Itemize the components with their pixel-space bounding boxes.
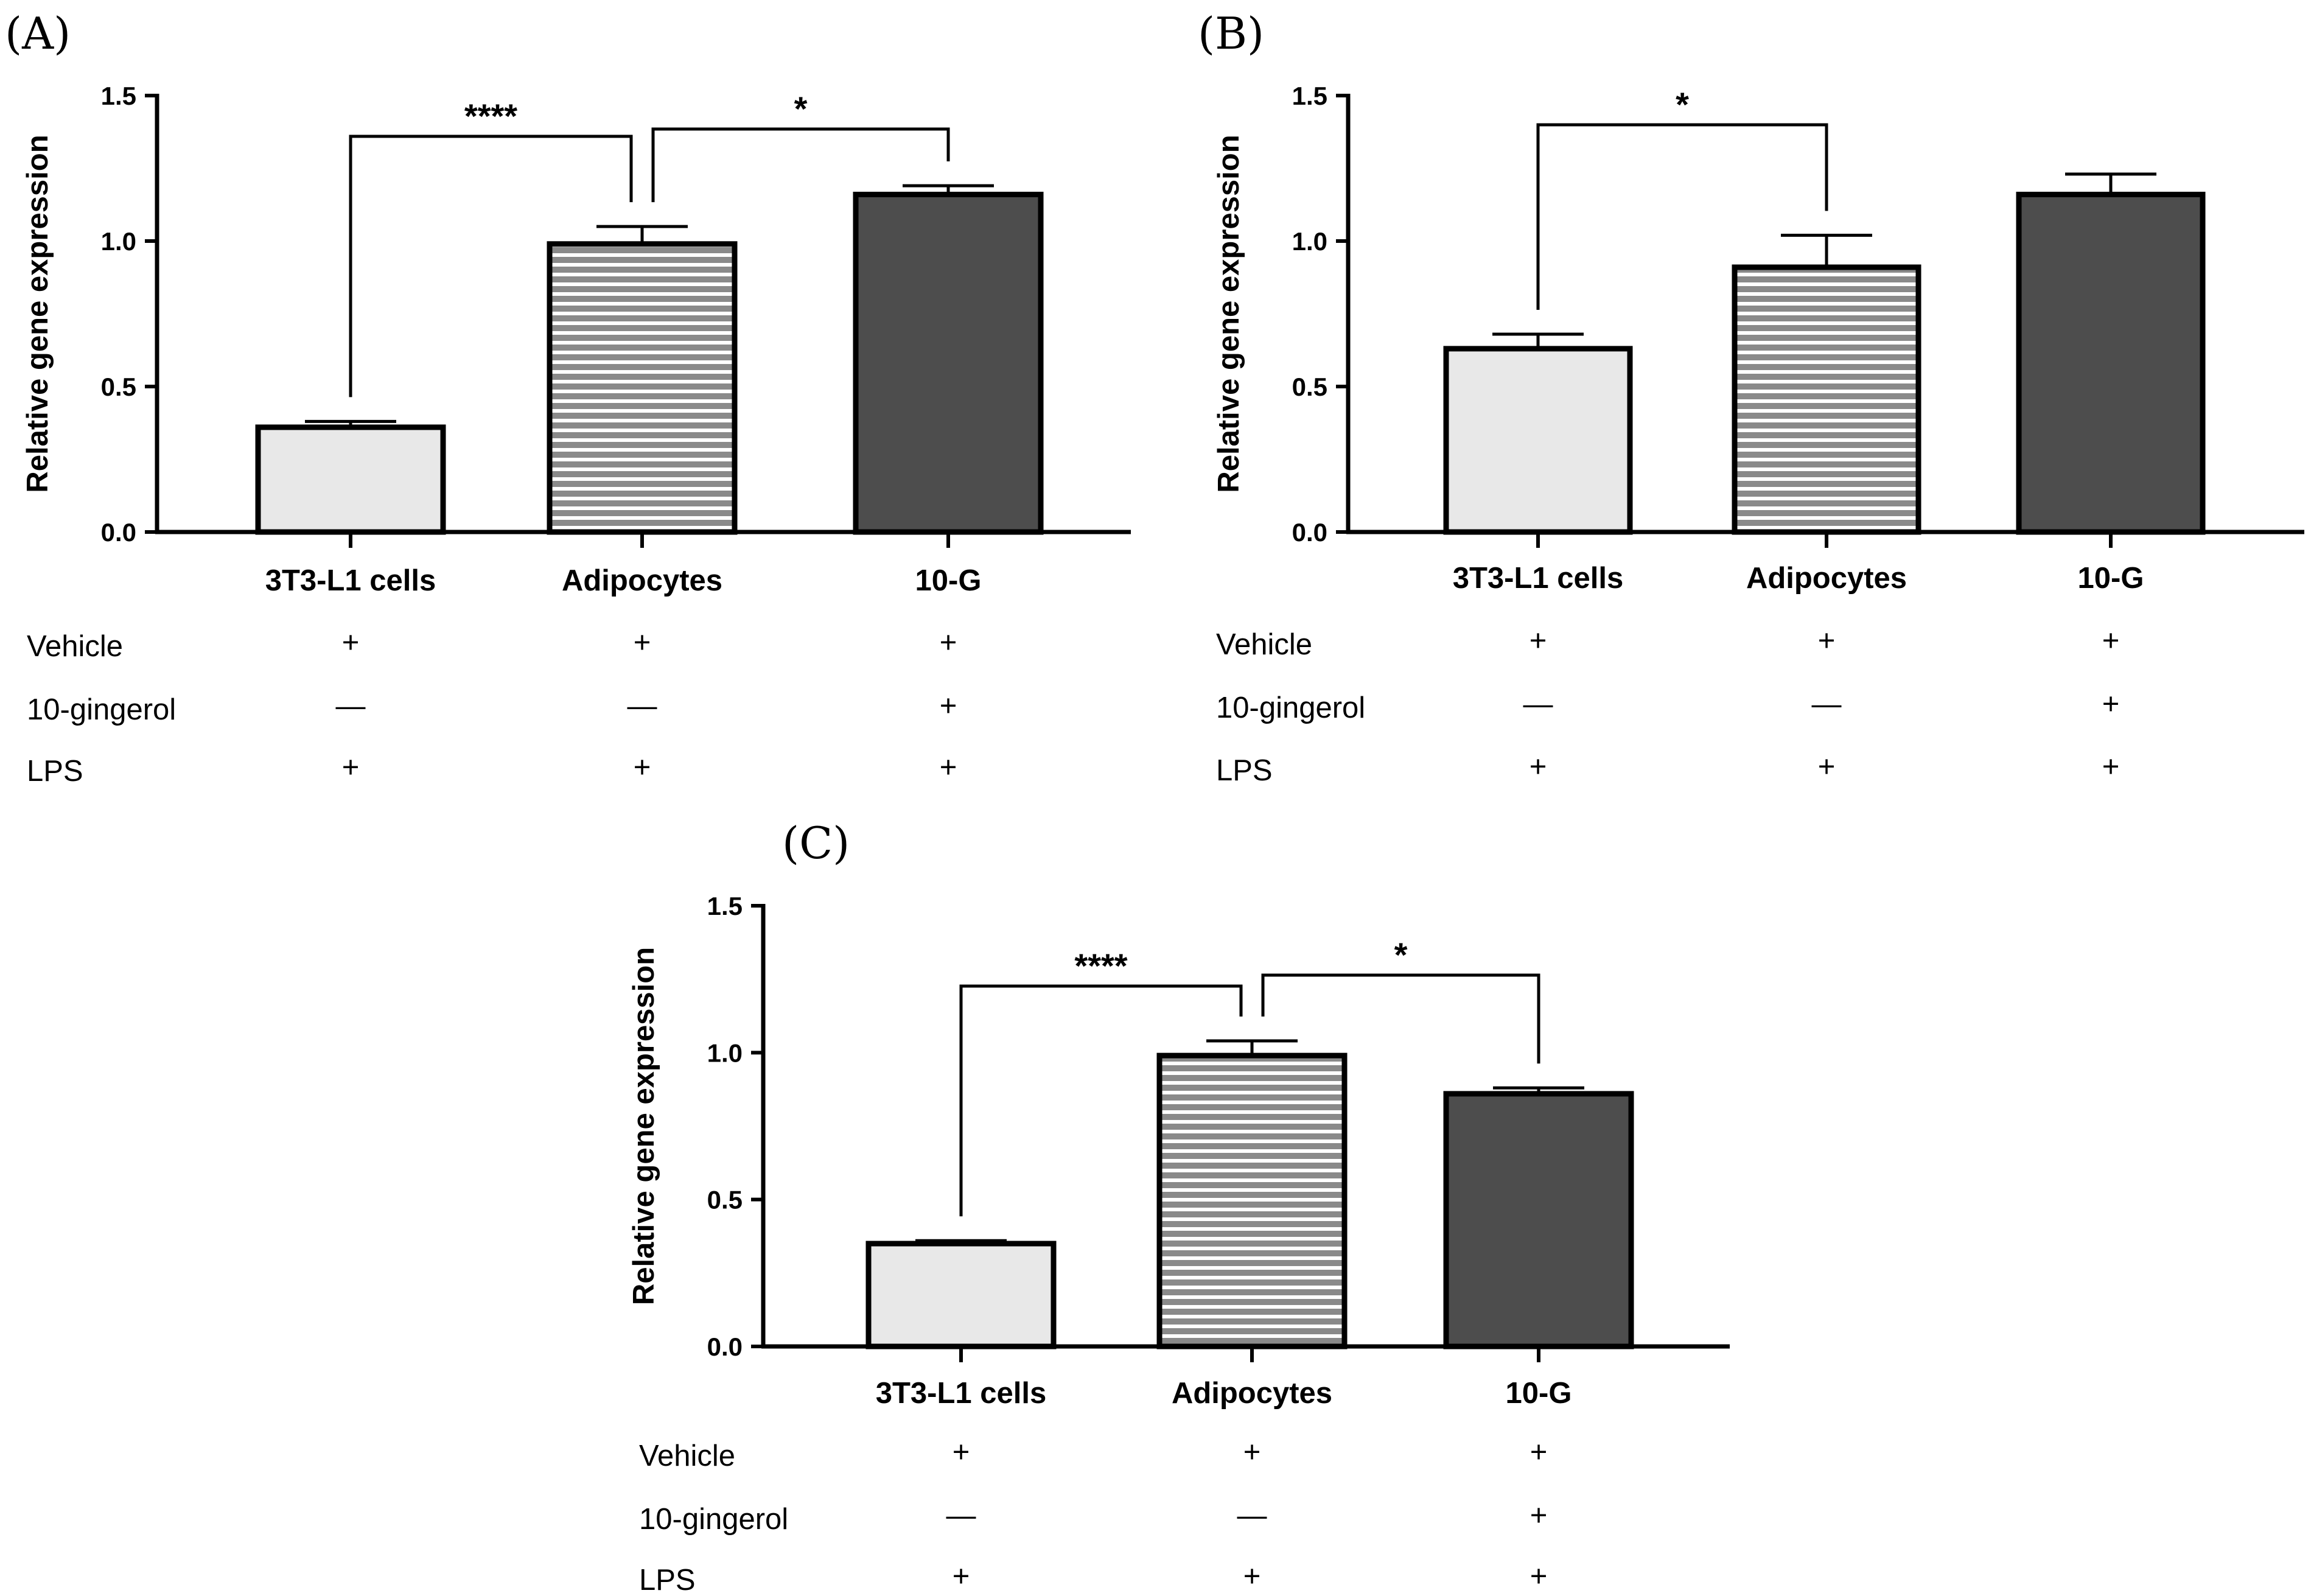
panel-c-row-label-lps: LPS <box>639 1564 696 1596</box>
panel-c-category-3t3-l1: 3T3-L1 cells <box>876 1377 1047 1410</box>
panel-a-category-10g: 10-G <box>915 564 982 597</box>
panel-b-category-3t3-l1: 3T3-L1 cells <box>1453 562 1624 595</box>
panel-a-treatment-vehicle-3t3-l1: + <box>342 626 360 659</box>
panel-c-significance-label: * <box>1394 936 1408 974</box>
panel-b-treatment-vehicle-adipocytes: + <box>1818 625 1836 657</box>
panel-a-treatment-10-gingerol-10g: + <box>940 690 957 723</box>
panel-c-treatment-vehicle-3t3-l1: + <box>953 1436 970 1469</box>
panel-b-treatment-vehicle-10g: + <box>2102 625 2120 657</box>
panel-c-treatment-lps-10g: + <box>1530 1560 1548 1593</box>
panel-b-treatment-10-gingerol-adipocytes: — <box>1812 688 1842 721</box>
panel-c-treatment-vehicle-10g: + <box>1530 1436 1548 1469</box>
panel-a-y-tick-label: 0.5 <box>101 373 136 401</box>
panel-c-y-tick-label: 0.0 <box>707 1332 743 1361</box>
panel-c-chart: (C) Relative gene expression 0.0 0.5 1.0 1.5 3… <box>628 817 1730 1596</box>
panel-a-treatment-10-gingerol-adipocytes: — <box>628 690 657 723</box>
panel-a-bar-3t3-l1 <box>255 424 446 535</box>
panel-b-row-label-lps: LPS <box>1216 754 1273 787</box>
panel-c-row-label-vehicle: Vehicle <box>639 1440 735 1472</box>
panel-b-significance-label: * <box>1676 85 1689 124</box>
panel-c-y-tick-label: 1.5 <box>707 892 743 920</box>
panel-a-treatment-10-gingerol-3t3-l1: — <box>336 690 366 723</box>
panel-b-bar-10g <box>2016 192 2206 535</box>
panel-b-category-adipocytes: Adipocytes <box>1746 562 1907 595</box>
panel-a-y-axis-title: Relative gene expression <box>21 135 54 492</box>
panel-a-category-adipocytes: Adipocytes <box>562 564 722 597</box>
panel-b-y-tick-label: 1.5 <box>1292 82 1327 110</box>
panel-b-letter: (B) <box>1198 8 1264 59</box>
panel-a-significance-label: **** <box>464 97 517 135</box>
panel-b-treatment-10-gingerol-3t3-l1: — <box>1523 688 1553 721</box>
panel-c-letter: (C) <box>782 817 850 869</box>
panel-a-significance-bracket <box>651 127 950 203</box>
panel-b-treatment-lps-10g: + <box>2102 751 2120 783</box>
panel-b-treatment-10-gingerol-10g: + <box>2102 688 2120 721</box>
panel-c-treatment-10-gingerol-adipocytes: — <box>1237 1499 1267 1532</box>
panel-b-chart: (B) Relative gene expression 0.0 0.5 1.0 1.5 3… <box>1198 8 2304 787</box>
panel-a-treatment-vehicle-adipocytes: + <box>634 626 651 659</box>
panel-a-y-tick-label: 1.5 <box>101 82 136 110</box>
panel-c-category-10g: 10-G <box>1506 1377 1572 1410</box>
panel-c-treatment-10-gingerol-3t3-l1: — <box>946 1499 976 1532</box>
panel-a-row-label-10-gingerol: 10-gingerol <box>27 693 176 726</box>
panel-c-y-tick-label: 1.0 <box>707 1038 743 1067</box>
panel-a-treatment-lps-adipocytes: + <box>634 751 651 784</box>
panel-a-bar-10g <box>853 192 1044 535</box>
panel-a-bar-adipocytes <box>547 241 738 535</box>
panel-c-treatment-lps-3t3-l1: + <box>953 1560 970 1593</box>
panel-c-treatment-10-gingerol-10g: + <box>1530 1499 1548 1532</box>
panel-c-treatment-lps-adipocytes: + <box>1243 1560 1261 1593</box>
panel-b-bar-3t3-l1 <box>1443 346 1633 535</box>
panel-c-significance-bracket <box>1261 973 1540 1064</box>
panel-a-letter: (A) <box>5 8 71 59</box>
panel-b-bar-adipocytes <box>1732 264 1921 535</box>
panel-a-category-3t3-l1: 3T3-L1 cells <box>265 564 436 597</box>
panel-b-row-label-vehicle: Vehicle <box>1216 628 1312 661</box>
panel-c-category-adipocytes: Adipocytes <box>1172 1377 1332 1410</box>
panel-b-row-label-10-gingerol: 10-gingerol <box>1216 691 1365 724</box>
panel-a-significance-label: * <box>794 89 808 128</box>
panel-a-y-tick-label: 0.0 <box>101 518 136 547</box>
panel-c-significance-bracket <box>959 984 1243 1217</box>
panel-a-significance-bracket <box>349 135 633 397</box>
panel-c-treatment-vehicle-adipocytes: + <box>1243 1436 1261 1469</box>
panel-b-significance-bracket <box>1536 123 1828 310</box>
panel-b-category-10g: 10-G <box>2078 562 2144 595</box>
panel-a-treatment-vehicle-10g: + <box>940 626 957 659</box>
panel-b-y-tick-label: 0.0 <box>1292 518 1327 547</box>
panel-b-y-tick-label: 0.5 <box>1292 373 1327 401</box>
panel-b-treatment-vehicle-3t3-l1: + <box>1530 625 1547 657</box>
panel-a-treatment-lps-3t3-l1: + <box>342 751 360 784</box>
panel-a-y-tick-label: 1.0 <box>101 227 136 256</box>
panel-b-treatment-lps-adipocytes: + <box>1818 751 1836 783</box>
panel-c-bar-10g <box>1443 1091 1634 1349</box>
panel-c-bar-adipocytes <box>1156 1052 1348 1349</box>
panel-c-y-tick-label: 0.5 <box>707 1186 743 1214</box>
panel-b-y-tick-label: 1.0 <box>1292 227 1327 256</box>
panel-a-row-label-vehicle: Vehicle <box>27 630 123 663</box>
panel-c-row-label-10-gingerol: 10-gingerol <box>639 1503 788 1536</box>
panel-a-chart: (A) Relative gene expression 0.0 0.5 1.0 1.5 3… <box>5 8 1131 788</box>
panel-a-treatment-lps-10g: + <box>940 751 957 784</box>
panel-c-y-axis-title: Relative gene expression <box>628 947 660 1305</box>
panel-a-row-label-lps: LPS <box>27 755 83 788</box>
panel-c-significance-label: **** <box>1074 947 1127 985</box>
panel-b-treatment-lps-3t3-l1: + <box>1530 751 1547 783</box>
panel-c-bar-3t3-l1 <box>865 1241 1057 1349</box>
panel-b-y-axis-title: Relative gene expression <box>1212 135 1245 492</box>
